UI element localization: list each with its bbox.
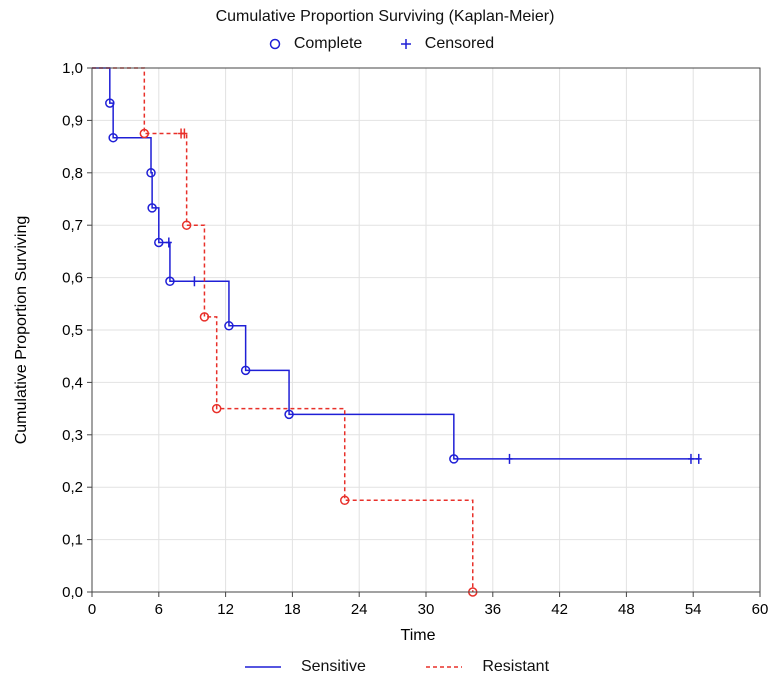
- event-marker: [147, 203, 157, 213]
- event-marker: [146, 168, 156, 178]
- series-resistant: [92, 67, 478, 597]
- legend-item-resistant: Resistant: [424, 658, 567, 676]
- y-tick-label: 0,5: [62, 322, 83, 339]
- y-tick-label: 1,0: [62, 60, 83, 77]
- x-tick-label: 42: [551, 601, 568, 618]
- event-marker: [199, 312, 210, 322]
- y-tick-label: 0,2: [62, 479, 83, 496]
- x-tick-label: 30: [418, 601, 435, 618]
- series-sensitive: [92, 67, 702, 464]
- event-marker: [284, 409, 294, 420]
- legend-item-complete: Complete: [266, 35, 372, 53]
- x-tick-label: 54: [685, 601, 702, 618]
- y-tick-label: 0,7: [62, 217, 83, 234]
- x-axis-label: Time: [401, 627, 436, 644]
- event-marker: [240, 365, 251, 376]
- plus-icon: [400, 39, 411, 49]
- legend-item-sensitive: Sensitive: [243, 658, 384, 676]
- legend-label-censored: Censored: [424, 35, 495, 52]
- y-tick-label: 0,4: [62, 374, 83, 391]
- x-tick-label: 0: [88, 601, 96, 618]
- grid-lines: [91, 67, 761, 593]
- x-tick-label: 48: [618, 601, 635, 618]
- x-tick-label: 18: [284, 601, 301, 618]
- series-layer: [92, 67, 702, 597]
- x-tick-label: 36: [484, 601, 501, 618]
- legend-label-sensitive: Sensitive: [300, 658, 366, 675]
- series-legend: Sensitive Resistant: [90, 658, 720, 678]
- event-marker: [339, 495, 350, 506]
- marker-legend: Complete Censored: [70, 35, 700, 57]
- x-tick-label: 60: [752, 601, 769, 618]
- survival-step-line: [92, 67, 699, 460]
- x-tick-label: 6: [155, 601, 163, 618]
- event-marker: [108, 132, 118, 143]
- y-tick-label: 0,3: [62, 427, 83, 444]
- y-tick-label: 0,6: [62, 270, 83, 287]
- event-marker: [165, 276, 175, 287]
- y-axis-label: Cumulative Proportion Surviving: [13, 216, 30, 445]
- event-marker: [139, 128, 150, 139]
- event-marker: [154, 237, 164, 248]
- y-axis-ticks: 0,0 0,1 0,2 0,3 0,4 0,5 0,6 0,7 0,8 0,9 1,0: [62, 60, 92, 601]
- event-marker: [105, 98, 115, 108]
- open-circle-icon: [269, 38, 281, 50]
- event-marker: [224, 321, 234, 331]
- event-marker: [449, 454, 459, 464]
- event-marker: [181, 220, 192, 230]
- y-tick-label: 0,8: [62, 165, 83, 182]
- event-marker: [211, 403, 222, 414]
- dashed-line-swatch: [426, 666, 463, 668]
- x-tick-label: 24: [351, 601, 368, 618]
- legend-item-censored: Censored: [397, 35, 504, 53]
- legend-label-complete: Complete: [293, 35, 363, 52]
- x-tick-label: 12: [217, 601, 234, 618]
- chart-title: Cumulative Proportion Surviving (Kaplan-…: [215, 8, 555, 25]
- y-tick-label: 0,9: [62, 112, 83, 129]
- legend-label-resistant: Resistant: [482, 658, 550, 675]
- x-axis-ticks: 0 6 12 18 24 30 36 42 48 54 60: [88, 592, 769, 618]
- solid-line-swatch: [244, 666, 281, 668]
- y-tick-label: 0,0: [62, 584, 83, 601]
- y-tick-label: 0,1: [62, 532, 83, 549]
